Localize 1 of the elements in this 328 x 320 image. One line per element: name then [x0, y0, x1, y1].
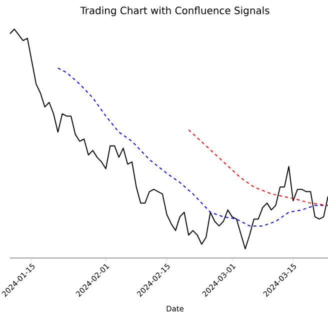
chart-title: Trading Chart with Confluence Signals: [80, 6, 270, 16]
